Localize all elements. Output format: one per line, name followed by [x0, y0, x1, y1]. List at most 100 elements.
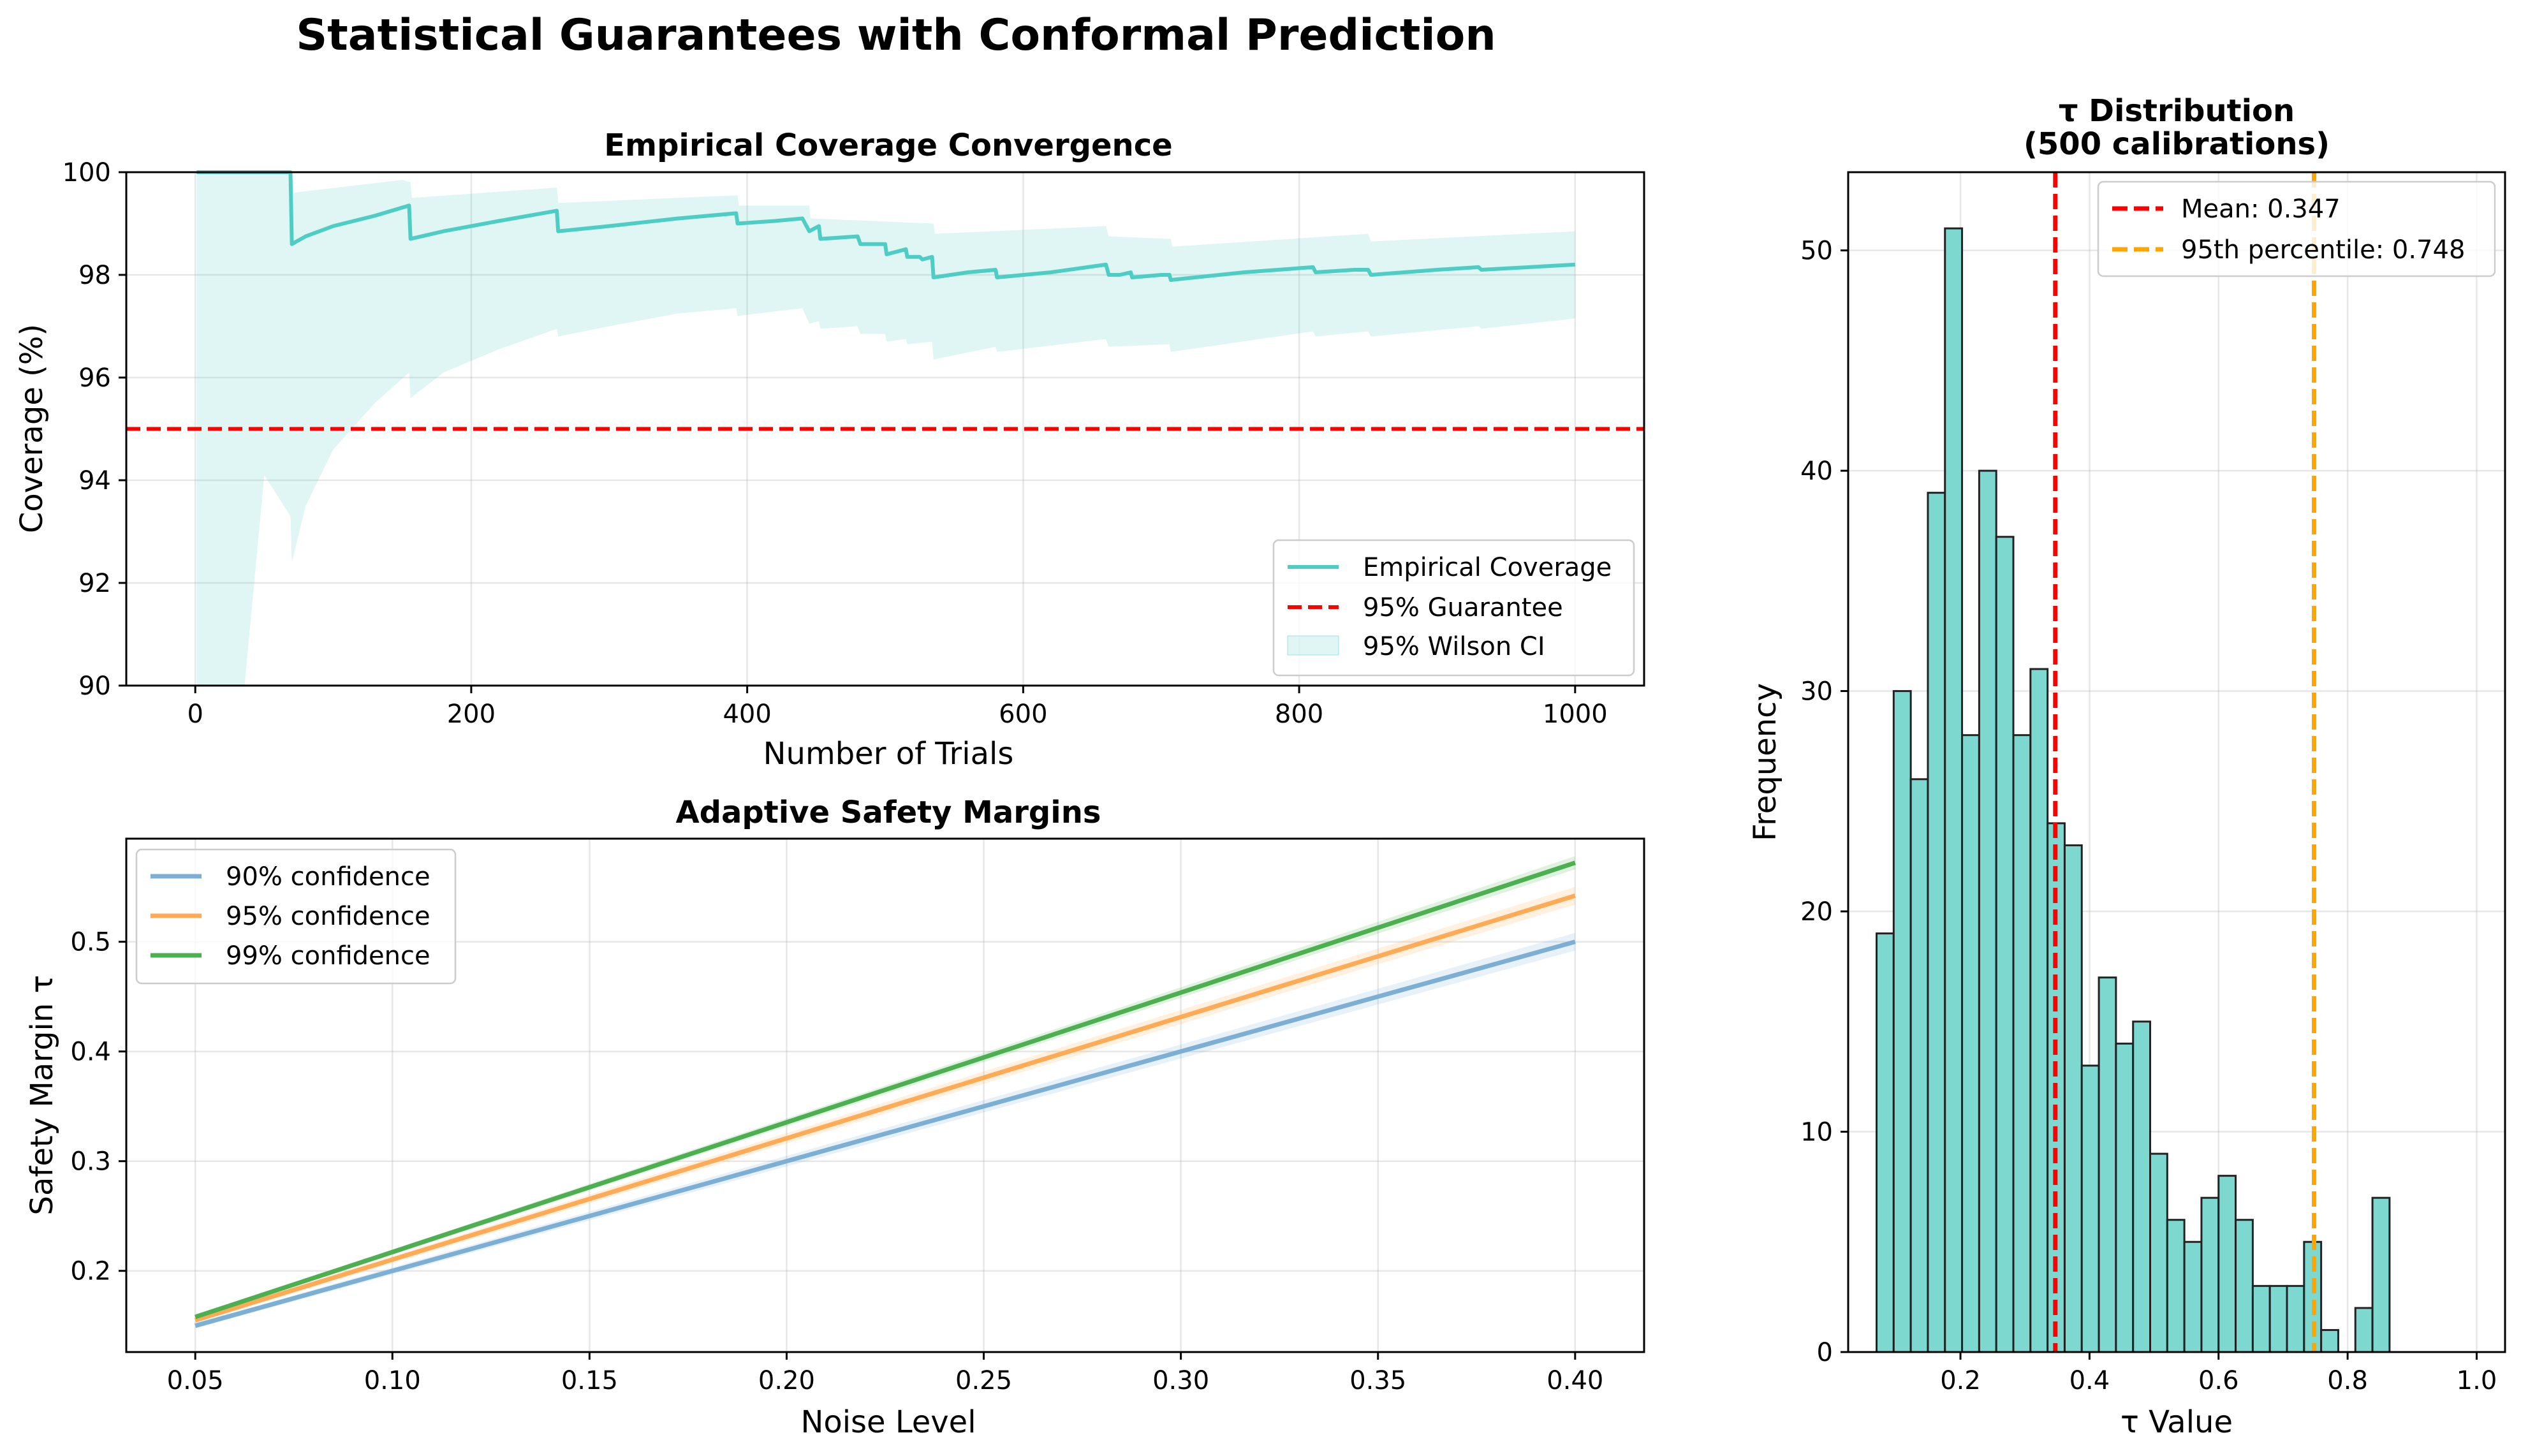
margins-legend-label-3: 99% confidence: [226, 941, 430, 971]
tau-hist-bar: [2098, 976, 2117, 1353]
coverage-xtick-label: 200: [447, 700, 496, 729]
tau-legend-label-2: 95th percentile: 0.748: [2181, 235, 2465, 265]
margins-legend-label-1: 90% confidence: [226, 862, 430, 892]
tau-ytick-label: 50: [1800, 237, 1833, 266]
tau-ytick-label: 30: [1800, 677, 1833, 707]
tau-ytick-label: 0: [1817, 1338, 1833, 1367]
tau-hist-bar: [2251, 1284, 2271, 1353]
legend-empirical-label: Empirical Coverage: [1363, 553, 1612, 582]
margins-ytick-label: 0.5: [70, 928, 111, 957]
tau-hist-bar: [2183, 1240, 2203, 1353]
margins-axes-frame: [125, 837, 1645, 1353]
coverage-ytick-label: 98: [78, 261, 111, 290]
coverage-panel: Empirical Coverage Convergence 0 200 400 60…: [14, 128, 1645, 772]
tau-xtick-label: 1.0: [2457, 1366, 2497, 1395]
coverage-legend: Empirical Coverage 95% Guarantee 95% Wilso…: [1272, 539, 1635, 677]
tau-title-line1: τ Distribution: [2059, 93, 2295, 129]
coverage-ytick-label: 96: [78, 364, 111, 393]
tau-hist-bar: [2235, 1219, 2254, 1353]
tau-legend: Mean: 0.347 95th percentile: 0.748: [2097, 180, 2496, 277]
margin-line-1: [195, 939, 1576, 1328]
tau-hist-bar: [2200, 1196, 2220, 1353]
margins-ticks: 0.05 0.10 0.15 0.20 0.25 0.30 0.35 0.40 0.2 0.3 0.…: [70, 928, 1603, 1395]
margins-title: Adaptive Safety Margins: [676, 795, 1101, 830]
tau-hist-bar: [2166, 1219, 2186, 1353]
legend-guarantee-label: 95% Guarantee: [1363, 593, 1563, 622]
tau-hist-bar: [1909, 778, 1929, 1353]
margins-panel: Adaptive Safety Margins 0.05 0.10 0.15 0.20…: [24, 795, 1645, 1440]
wilson-ci-band: [196, 172, 1575, 686]
tau-ylabel: Frequency: [1747, 683, 1783, 841]
tau-legend-box: [2097, 180, 2496, 277]
margins-xtick-label: 0.30: [1152, 1366, 1209, 1395]
tau-hist-bar: [2354, 1307, 2374, 1353]
tau-hist-bar: [2063, 844, 2083, 1353]
tau-hist-bar: [1892, 690, 1912, 1353]
tau-ytick-label: 40: [1800, 457, 1833, 486]
wilson-ci-area: [196, 172, 1575, 686]
coverage-legend-box: [1272, 539, 1635, 677]
tau-panel: τ Distribution (500 calibrations) 0.2 0.4…: [1747, 93, 2506, 1440]
margins-xtick-label: 0.35: [1349, 1366, 1406, 1395]
tau-hist-bar: [2149, 1152, 2168, 1353]
tau-hist-bar: [2268, 1284, 2288, 1353]
tau-vlines: [2053, 172, 2317, 1352]
tau-hist-bar: [1876, 932, 1895, 1353]
coverage-xtick-label: 1000: [1543, 700, 1608, 729]
coverage-xtick-label: 600: [999, 700, 1047, 729]
tau-xlabel: τ Value: [2120, 1404, 2233, 1440]
tau-title-line2: (500 calibrations): [2024, 126, 2330, 162]
legend-ci-label: 95% Wilson CI: [1363, 632, 1545, 661]
coverage-xtick-label: 800: [1275, 700, 1323, 729]
coverage-xtick-label: 0: [187, 700, 203, 729]
margins-ytick-label: 0.3: [70, 1147, 111, 1177]
coverage-ticks: 0 200 400 600 800 1000 90 92 94 96 98 100: [62, 158, 1608, 729]
tau-hist-bar: [1978, 469, 1997, 1353]
tau-ytick-label: 10: [1800, 1118, 1833, 1147]
margins-ytick-label: 0.4: [70, 1038, 111, 1067]
legend-ci-swatch: [1287, 635, 1339, 656]
coverage-lines: [126, 170, 1644, 431]
margins-legend-box: [135, 848, 457, 985]
tau-ytick-label: 20: [1800, 897, 1833, 927]
tau-hist-bar: [2132, 1020, 2152, 1353]
margin-line-2: [195, 893, 1576, 1323]
margins-legend-label-2: 95% confidence: [226, 902, 430, 931]
tau-xtick-label: 0.4: [2069, 1366, 2110, 1395]
tau-hist-bar: [2371, 1196, 2391, 1353]
margins-ytick-label: 0.2: [70, 1257, 111, 1286]
margins-xtick-label: 0.25: [955, 1366, 1012, 1395]
tau-hist-bar: [2012, 734, 2032, 1353]
tau-hist-bar: [1944, 227, 1964, 1353]
tau-xtick-label: 0.2: [1940, 1366, 1981, 1395]
margins-lines: [195, 860, 1576, 1328]
tau-hist-bar: [2080, 1064, 2100, 1353]
coverage-ytick-label: 90: [78, 672, 111, 701]
margins-legend: 90% confidence 95% confidence 99% confiden…: [135, 848, 457, 985]
margins-xlabel: Noise Level: [800, 1404, 976, 1440]
coverage-ytick-label: 100: [62, 158, 111, 188]
tau-hist-bar: [1961, 734, 1980, 1353]
tau-legend-label-1: Mean: 0.347: [2181, 195, 2341, 224]
margins-xtick-label: 0.20: [758, 1366, 815, 1395]
tau-hist-bar: [1995, 536, 2015, 1353]
coverage-ytick-label: 92: [78, 569, 111, 598]
tau-xtick-label: 0.6: [2198, 1366, 2239, 1395]
coverage-title: Empirical Coverage Convergence: [604, 128, 1172, 163]
margin-line-3: [195, 860, 1576, 1320]
margins-xtick-label: 0.15: [561, 1366, 618, 1395]
coverage-axes-frame: [125, 171, 1645, 687]
tau-axes-frame: [1847, 171, 2506, 1353]
coverage-xtick-label: 400: [723, 700, 771, 729]
tau-hist-bar: [2029, 668, 2049, 1353]
tau-hist-bar: [2115, 1042, 2135, 1353]
margins-xtick-label: 0.10: [364, 1366, 421, 1395]
coverage-ytick-label: 94: [78, 466, 111, 496]
tau-hist-bar: [1927, 492, 1946, 1353]
margins-ylabel: Safety Margin τ: [24, 975, 60, 1216]
coverage-xlabel: Number of Trials: [763, 736, 1014, 772]
empirical-coverage-line: [196, 170, 1575, 282]
tau-hist-bar: [2286, 1284, 2305, 1353]
tau-hist-bar: [2320, 1328, 2339, 1353]
